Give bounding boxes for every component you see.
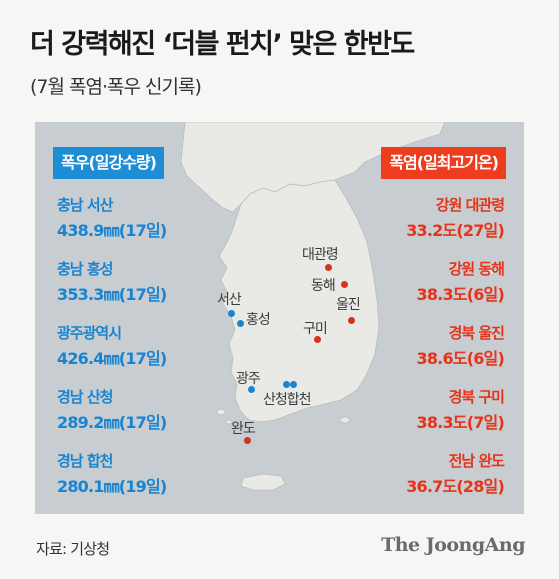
marker-daegwallyeong: [325, 264, 332, 271]
rain-place: 광주광역시: [57, 324, 122, 342]
label-daegwallyeong: 대관령: [302, 247, 339, 263]
heat-value: 38.3도(6일): [416, 285, 505, 304]
marker-seosan: [228, 310, 235, 317]
heat-item: 경북 울진 38.6도(6일): [406, 322, 505, 386]
island-2: [225, 419, 233, 425]
rain-item: 광주광역시 426.4㎜(17일): [57, 322, 167, 386]
heat-item: 강원 동해 38.3도(6일): [406, 258, 505, 322]
label-donghae: 동해: [311, 278, 336, 294]
rain-item: 충남 홍성 353.3㎜(17일): [57, 258, 167, 322]
rain-item: 경남 산청 289.2㎜(17일): [57, 386, 167, 450]
heat-place: 강원 대관령: [435, 196, 505, 214]
marker-hapcheon: [290, 381, 297, 388]
marker-uljin: [348, 317, 355, 324]
heat-place: 경북 구미: [448, 388, 505, 406]
map-panel: 폭우(일강수량) 폭염(일최고기온) 충남 서산 438.9㎜(17일) 충남 …: [35, 122, 524, 514]
heat-badge: 폭염(일최고기온): [381, 147, 506, 179]
island-1: [216, 408, 226, 416]
label-gwangju: 광주: [236, 371, 261, 387]
page-subtitle: (7월 폭염·폭우 신기록): [30, 76, 202, 98]
rain-place: 경남 합천: [57, 452, 113, 470]
rain-badge: 폭우(일강수량): [53, 147, 164, 179]
marker-gwangju: [248, 386, 255, 393]
marker-wando: [244, 437, 251, 444]
rain-value: 289.2㎜(17일): [57, 413, 167, 432]
label-sancheong-hapcheon: 산청합천: [263, 392, 312, 408]
heat-value: 33.2도(27일): [406, 221, 505, 240]
label-uljin: 울진: [336, 297, 361, 313]
heat-item: 강원 대관령 33.2도(27일): [406, 194, 505, 258]
rain-place: 충남 서산: [57, 196, 113, 214]
label-gumi: 구미: [303, 321, 328, 337]
heat-place: 경북 울진: [448, 324, 505, 342]
jeju-island: [240, 473, 286, 491]
korea-map: [180, 122, 495, 491]
label-seosan: 서산: [217, 292, 242, 308]
rain-item: 경남 합천 280.1㎜(19일): [57, 450, 167, 514]
rain-place: 충남 홍성: [57, 260, 113, 278]
rain-value: 353.3㎜(17일): [57, 285, 167, 304]
rain-item: 충남 서산 438.9㎜(17일): [57, 194, 167, 258]
marker-sancheong: [283, 381, 290, 388]
heat-place: 전남 완도: [448, 452, 505, 470]
label-hongseong: 홍성: [246, 312, 271, 328]
brand-logo: The JoongAng: [381, 534, 525, 556]
source-note: 자료: 기상청: [36, 540, 110, 558]
marker-hongseong: [237, 320, 244, 327]
marker-donghae: [341, 281, 348, 288]
label-wando: 완도: [231, 421, 256, 437]
island-3: [339, 416, 351, 424]
heat-value: 36.7도(28일): [406, 477, 505, 496]
heat-value: 38.3도(7일): [416, 413, 505, 432]
rain-value: 426.4㎜(17일): [57, 349, 167, 368]
heat-place: 강원 동해: [448, 260, 505, 278]
rain-list: 충남 서산 438.9㎜(17일) 충남 홍성 353.3㎜(17일) 광주광역…: [57, 194, 167, 514]
ulleung-island: [485, 268, 495, 276]
heat-list: 강원 대관령 33.2도(27일) 강원 동해 38.3도(6일) 경북 울진 …: [406, 194, 505, 514]
heat-value: 38.6도(6일): [416, 349, 505, 368]
heat-item: 전남 완도 36.7도(28일): [406, 450, 505, 514]
page-title: 더 강력해진 ‘더블 펀치’ 맞은 한반도: [30, 29, 415, 60]
marker-gumi: [314, 336, 321, 343]
rain-place: 경남 산청: [57, 388, 113, 406]
heat-item: 경북 구미 38.3도(7일): [406, 386, 505, 450]
south-landmass: [218, 179, 380, 423]
rain-value: 280.1㎜(19일): [57, 477, 167, 496]
rain-value: 438.9㎜(17일): [57, 221, 167, 240]
